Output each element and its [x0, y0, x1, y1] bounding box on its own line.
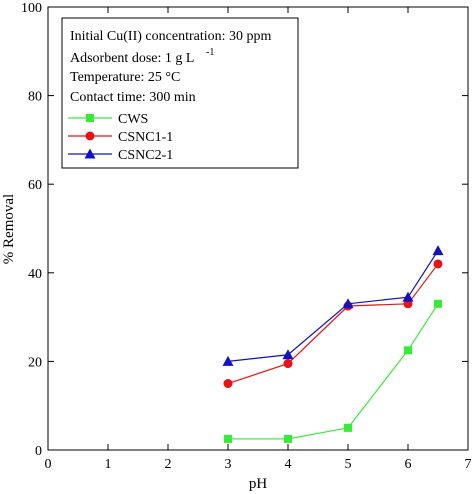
data-point [404, 346, 412, 355]
annotation-temperature: Temperature: 25 °C [70, 70, 180, 85]
series-csnc2-1 [222, 245, 444, 366]
data-point [432, 245, 444, 256]
annotation-dose: Adsorbent dose: 1 g L [70, 51, 194, 66]
y-tick-labels: 0 20 40 60 80 100 [21, 1, 42, 459]
legend-label: CSNC2-1 [118, 148, 173, 163]
data-point [223, 379, 233, 389]
x-tick-label: 4 [285, 457, 292, 472]
series-layer [222, 245, 444, 443]
annotation-contact-time: Contact time: 300 min [70, 90, 196, 105]
legend-marker [84, 148, 96, 159]
x-tick-label: 2 [165, 457, 172, 472]
series-line [227, 263, 439, 385]
legend-entries: CWS CSNC1-1 CSNC2-1 [68, 112, 173, 163]
legend-box: Initial Cu(II) concentration: 30 ppm Ads… [61, 17, 299, 169]
x-tick-label: 1 [105, 457, 112, 472]
series-csnc1-1 [223, 259, 443, 389]
y-tick-label: 40 [28, 267, 42, 282]
y-tick-label: 100 [21, 1, 42, 16]
y-tick-label: 60 [28, 178, 42, 193]
legend-entry: CWS [68, 112, 148, 127]
y-tick-label: 20 [28, 355, 42, 370]
series-line [228, 303, 439, 440]
annotation-concentration: Initial Cu(II) concentration: 30 ppm [70, 29, 271, 44]
data-point [342, 298, 354, 309]
series-cws [224, 299, 442, 443]
legend-entry: CSNC1-1 [68, 130, 173, 145]
legend-label: CSNC1-1 [118, 130, 173, 145]
data-point [434, 299, 442, 308]
x-tick-label: 5 [345, 457, 352, 472]
plot-frame [47, 6, 469, 451]
x-axis-title: pH [249, 476, 268, 492]
legend-marker [86, 114, 94, 122]
y-axis-title: % Removal [1, 194, 17, 264]
x-tick-label: 6 [405, 457, 412, 472]
x-tick-label: 3 [225, 457, 232, 472]
data-point [283, 359, 293, 369]
data-point [282, 349, 294, 360]
y-tick-label: 0 [35, 444, 42, 459]
y-tick-label: 80 [28, 90, 42, 105]
legend-entry: CSNC2-1 [68, 148, 173, 163]
data-point [284, 434, 292, 443]
data-point [222, 355, 234, 366]
legend-frame [61, 17, 299, 169]
data-point [344, 423, 352, 432]
legend-marker [85, 131, 95, 141]
annotation-dose-exponent: -1 [206, 47, 214, 58]
data-point [402, 291, 414, 302]
data-point [433, 259, 443, 269]
x-tick-label: 0 [45, 457, 52, 472]
legend-label: CWS [118, 112, 148, 127]
x-tick-labels: 0 1 2 3 4 5 6 7 [45, 457, 472, 472]
x-tick-label: 7 [465, 457, 472, 472]
data-point [224, 434, 232, 443]
